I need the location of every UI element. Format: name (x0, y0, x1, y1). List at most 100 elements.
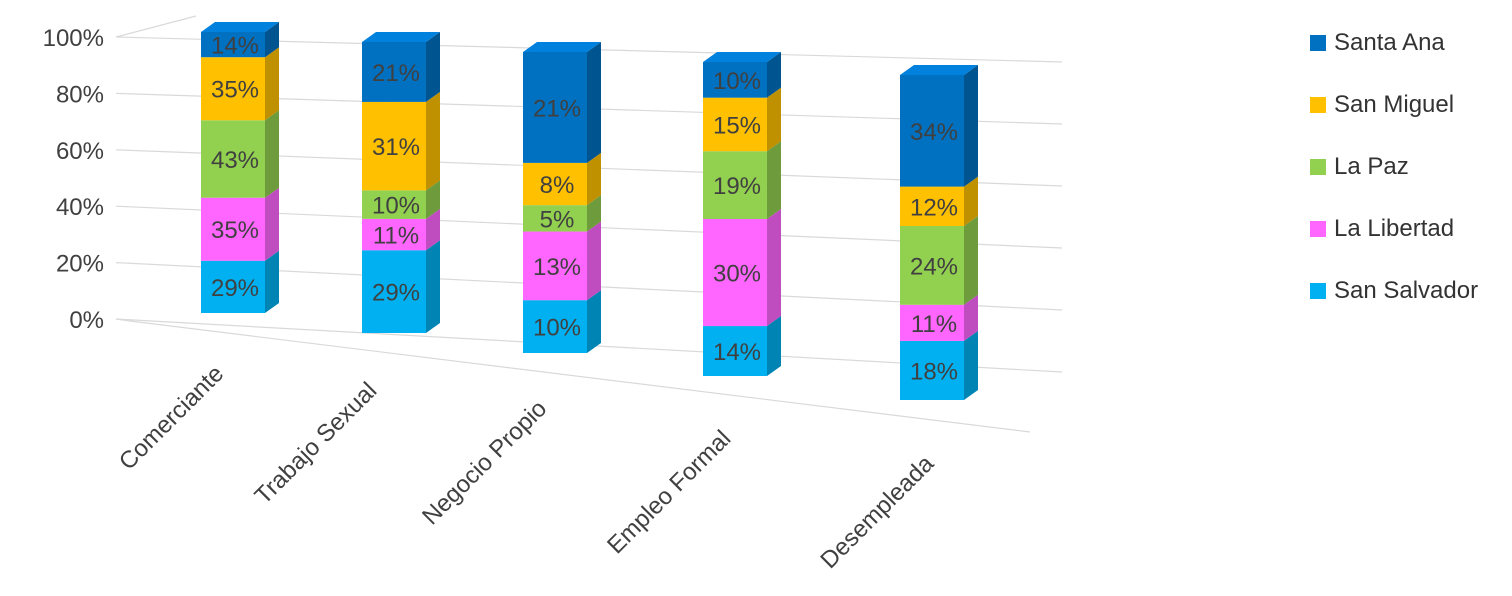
x-tick-label: Negocio Propio (417, 395, 552, 530)
bar-segment (900, 75, 964, 187)
bar-segment (703, 326, 767, 376)
x-tick-label: Empleo Formal (602, 425, 736, 559)
bar-segment-side (265, 47, 279, 121)
bar-segment (703, 219, 767, 327)
y-tick-label: 100% (43, 25, 104, 52)
legend-label: Santa Ana (1334, 29, 1445, 56)
bar-segment-side (426, 208, 440, 251)
top-edge-left (115, 15, 197, 38)
bar-segment (523, 231, 587, 301)
bar-segment (362, 101, 426, 191)
bar-segment-side (767, 141, 781, 219)
bar-segment-side (964, 330, 978, 400)
data-labels: 29% 35% 43% 35% 14% 29% 11% 10% 31% 21% 10% 13% 5% 8%… (211, 33, 958, 386)
y-tick-label: 0% (69, 307, 104, 334)
legend-item-la-paz: La Paz (1310, 136, 1510, 198)
bar-segment-side (964, 65, 978, 187)
data-label: 34% (910, 119, 958, 146)
legend-label: La Paz (1334, 153, 1409, 180)
data-label: 15% (713, 112, 761, 139)
legend-label: San Salvador (1334, 277, 1479, 304)
bar-segment-side (964, 294, 978, 341)
y-tick-label: 20% (56, 251, 104, 278)
data-label: 10% (372, 193, 420, 220)
legend-item-san-salvador: San Salvador (1310, 260, 1510, 322)
bar-segment-side (767, 52, 781, 98)
data-label: 35% (211, 77, 259, 104)
legend-swatch (1310, 97, 1326, 113)
legend-item-san-miguel: San Miguel (1310, 74, 1510, 136)
data-label: 18% (910, 358, 958, 385)
floor-edge-left (115, 318, 131, 322)
data-label: 14% (211, 33, 259, 60)
y-tick-label: 80% (56, 81, 104, 108)
legend-swatch (1310, 283, 1326, 299)
bar-segment-side (587, 221, 601, 301)
y-tick-label: 60% (56, 138, 104, 165)
bar-segment-side (767, 209, 781, 327)
bar-segment-side (767, 316, 781, 376)
bar-segment-side (587, 152, 601, 206)
data-label: 19% (713, 173, 761, 200)
x-tick-label: Comerciante (114, 360, 229, 475)
bar-segment (201, 32, 265, 58)
chart-plot-area: 0% 20% 40% 60% 80% 100% 29% 35% 43% 35% 14% 29% 11% 1… (43, 15, 1063, 574)
data-label: 30% (713, 261, 761, 288)
legend-swatch (1310, 221, 1326, 237)
bar-segment (523, 162, 587, 206)
bar-segment (362, 190, 426, 219)
bar-segment-side (587, 42, 601, 163)
data-label: 10% (533, 315, 581, 342)
bar-top-face (523, 42, 601, 52)
bar-segment-side (265, 250, 279, 313)
bar-segment (900, 304, 964, 341)
bar-top-face (362, 32, 440, 42)
x-tick-label: Trabajo Sexual (250, 377, 383, 510)
data-label: 13% (533, 254, 581, 281)
bar-segment (362, 218, 426, 251)
bars (201, 22, 978, 400)
data-label: 35% (211, 217, 259, 244)
data-label: 43% (211, 147, 259, 174)
data-label: 29% (211, 275, 259, 302)
bar-segment-side (426, 91, 440, 191)
legend-swatch (1310, 159, 1326, 175)
data-label: 21% (533, 95, 581, 122)
bar-segment-side (964, 176, 978, 227)
data-label: 11% (373, 223, 419, 250)
bar-segment (201, 120, 265, 198)
bar-segment-side (964, 216, 978, 305)
bar-segment-side (426, 32, 440, 102)
data-label: 24% (910, 253, 958, 280)
bar-segment-side (587, 195, 601, 232)
y-tick-label: 40% (56, 194, 104, 221)
data-label: 8% (540, 172, 575, 199)
bar-segment-side (265, 187, 279, 261)
bar-segment (523, 52, 587, 163)
y-axis-ticks: 0% 20% 40% 60% 80% 100% (43, 25, 104, 334)
bar-segment (900, 186, 964, 227)
bar-segment (703, 97, 767, 152)
bar-segment (201, 57, 265, 121)
bar-top-face (703, 52, 781, 62)
data-label: 12% (910, 194, 958, 221)
data-label: 31% (372, 134, 420, 161)
data-label: 14% (713, 339, 761, 366)
bar-stack (362, 32, 440, 333)
legend: Santa Ana San Miguel La Paz La Libertad … (1310, 12, 1510, 322)
bar-segment-side (426, 180, 440, 219)
data-label: 11% (911, 311, 957, 338)
data-label: 10% (713, 68, 761, 95)
bar-segment (900, 340, 964, 400)
x-axis-labels: Comerciante Trabajo Sexual Negocio Propio E… (114, 360, 940, 574)
bar-segment (201, 197, 265, 261)
bar-stack (201, 22, 279, 313)
bar-stack (900, 65, 978, 400)
bar-stack (703, 52, 781, 376)
x-tick-label: Desempleada (815, 450, 939, 574)
legend-label: La Libertad (1334, 215, 1455, 242)
legend-swatch (1310, 35, 1326, 51)
legend-item-la-libertad: La Libertad (1310, 198, 1510, 260)
bar-top-face (900, 65, 978, 75)
